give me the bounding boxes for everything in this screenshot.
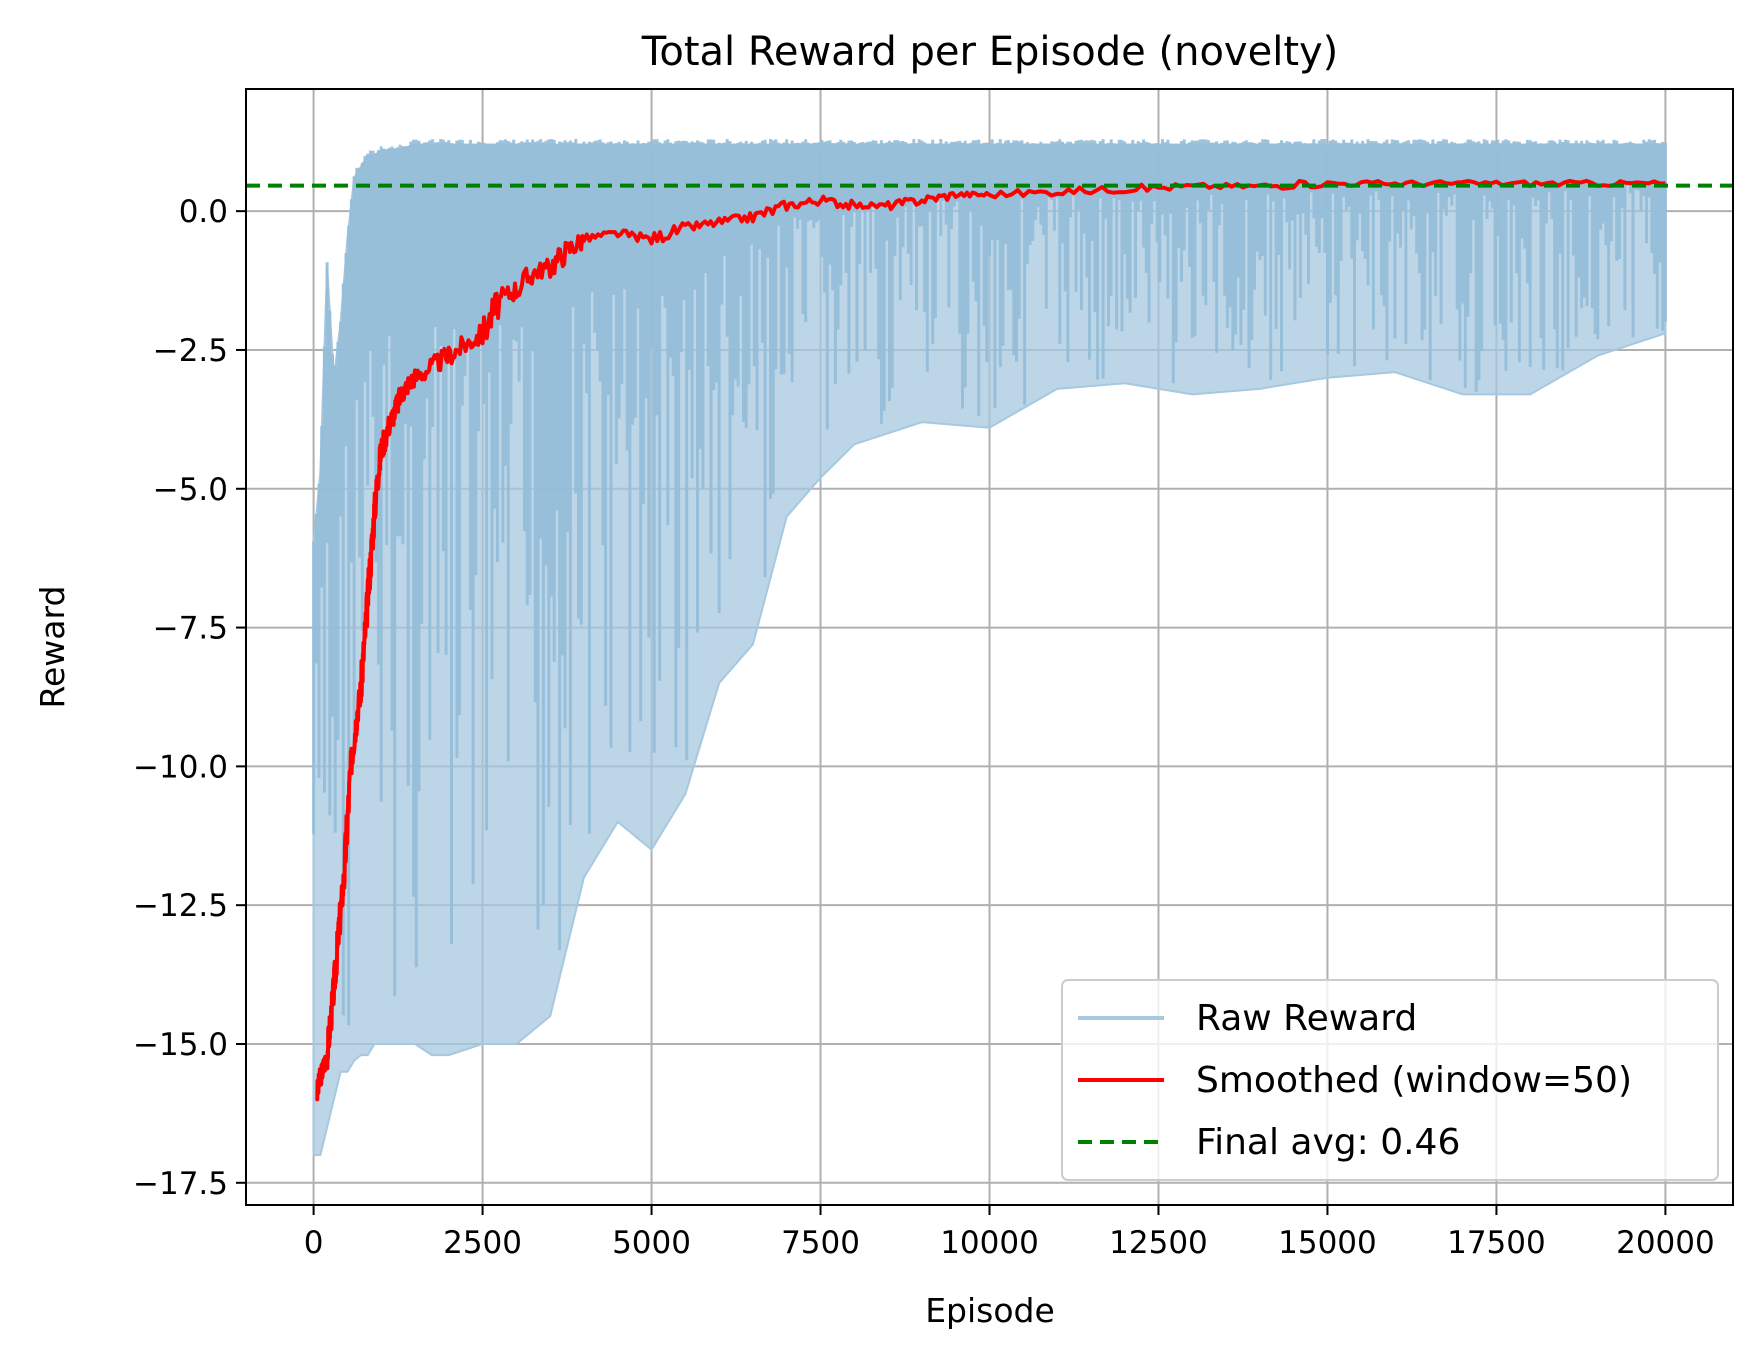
y-tick-label-1: −2.5 [153, 333, 228, 369]
x-axis-ticks: 0 2500 5000 7500 10000 12500 15000 17500 20000 [304, 1205, 1715, 1261]
raw-reward-series [312, 139, 1667, 1157]
x-tick-label-6: 15000 [1278, 1225, 1377, 1261]
y-tick-label-3: −7.5 [153, 611, 228, 647]
raw-reward-spikes [312, 139, 1667, 1026]
x-tick-label-3: 7500 [781, 1225, 860, 1261]
x-tick-label-1: 2500 [443, 1225, 522, 1261]
x-tick-label-0: 0 [304, 1225, 324, 1261]
chart-title: Total Reward per Episode (novelty) [641, 29, 1339, 75]
y-tick-label-6: −15.0 [133, 1027, 228, 1063]
legend-label-raw: Raw Reward [1196, 998, 1417, 1039]
x-tick-label-8: 20000 [1616, 1225, 1715, 1261]
x-tick-label-5: 12500 [1109, 1225, 1208, 1261]
legend: Raw Reward Smoothed (window=50) Final av… [1061, 979, 1719, 1181]
y-axis-ticks: 0.0 −2.5 −5.0 −7.5 −10.0 −12.5 −15.0 −17.5 [133, 194, 246, 1202]
y-axis-label: Reward [33, 586, 72, 709]
y-tick-label-4: −10.0 [133, 749, 228, 785]
x-tick-label-2: 5000 [612, 1225, 691, 1261]
legend-label-smoothed: Smoothed (window=50) [1196, 1060, 1632, 1101]
y-tick-label-2: −5.0 [153, 472, 228, 508]
x-tick-label-4: 10000 [940, 1225, 1039, 1261]
y-tick-label-5: −12.5 [133, 888, 228, 924]
y-tick-label-0: 0.0 [179, 194, 228, 230]
smoothed-series [315, 178, 1666, 1102]
x-axis-label: Episode [925, 1291, 1055, 1330]
smoothed-line [315, 178, 1666, 1102]
legend-label-final-avg: Final avg: 0.46 [1196, 1122, 1460, 1163]
y-tick-label-7: −17.5 [133, 1166, 228, 1202]
x-tick-label-7: 17500 [1447, 1225, 1546, 1261]
legend-box [1061, 979, 1719, 1181]
